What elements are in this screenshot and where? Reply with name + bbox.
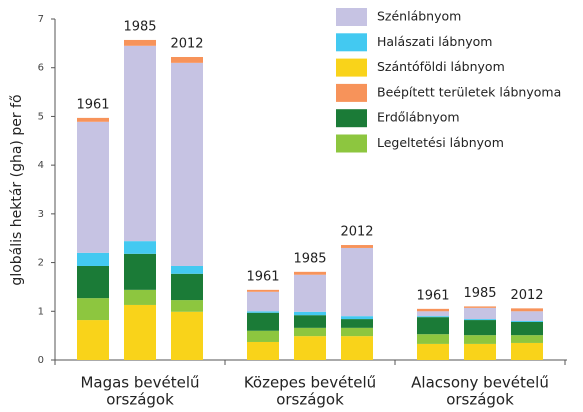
bar-label: 2012 xyxy=(340,225,373,240)
bar-segment xyxy=(124,253,156,290)
bar-segment xyxy=(341,336,373,360)
bar-label: 1985 xyxy=(123,19,156,34)
bar-segment xyxy=(171,62,203,266)
bar-segment xyxy=(294,271,326,275)
y-axis-label: globális hektár (gha) per fő xyxy=(9,94,25,285)
bar-label: 1985 xyxy=(293,251,326,266)
bar-segment xyxy=(464,343,496,360)
legend-swatch xyxy=(336,8,367,26)
bar-segment xyxy=(464,320,496,336)
bar-segment xyxy=(247,341,279,360)
bar-label: 1961 xyxy=(76,97,109,112)
legend-swatch xyxy=(336,109,367,128)
bar-segment xyxy=(511,335,543,343)
legend-swatch xyxy=(336,83,367,102)
bar-segment xyxy=(341,245,373,248)
bar-segment xyxy=(341,316,373,320)
group-label: Alacsony bevételű xyxy=(411,374,549,392)
legend-swatch xyxy=(336,33,367,52)
bar-label: 2012 xyxy=(510,288,543,303)
bar-segment xyxy=(77,320,109,360)
bar-segment xyxy=(294,336,326,360)
bar-segment xyxy=(247,289,279,292)
group-label: Magas bevételű xyxy=(80,374,199,392)
bar-segment xyxy=(341,327,373,337)
bar-segment xyxy=(417,343,449,360)
bar-label: 1961 xyxy=(246,269,279,284)
bar-segment xyxy=(77,298,109,321)
bar-segment xyxy=(341,319,373,328)
bar-segment xyxy=(171,273,203,301)
y-tick-label: 0 xyxy=(38,355,44,366)
bar-segment xyxy=(294,315,326,328)
bar-segment xyxy=(77,265,109,299)
bar-segment xyxy=(464,335,496,344)
bar-segment xyxy=(171,311,203,360)
legend-label: Legeltetési lábnyom xyxy=(377,135,504,150)
y-tick-label: 6 xyxy=(38,63,44,74)
bar-segment xyxy=(247,291,279,312)
bar-segment xyxy=(171,300,203,312)
y-tick-label: 4 xyxy=(38,160,44,171)
legend-label: Szántóföldi lábnyom xyxy=(377,59,505,74)
bar-segment xyxy=(417,316,449,318)
bar-segment xyxy=(247,312,279,331)
bar-segment xyxy=(417,311,449,317)
legend-label: Szénlábnyom xyxy=(377,9,461,24)
y-tick-label: 1 xyxy=(38,306,44,317)
bar-segment xyxy=(511,322,543,336)
bar-segment xyxy=(464,307,496,320)
legend-label: Erdőlábnyom xyxy=(377,110,460,125)
bar-segment xyxy=(417,317,449,335)
bar-segment xyxy=(464,306,496,308)
legend-swatch xyxy=(336,134,367,153)
bar-segment xyxy=(294,311,326,316)
bar-segment xyxy=(124,45,156,242)
bar-segment xyxy=(77,117,109,122)
bar-label: 2012 xyxy=(170,36,203,51)
y-tick-label: 2 xyxy=(38,258,44,269)
bar-segment xyxy=(124,39,156,46)
bar-label: 1961 xyxy=(416,288,449,303)
bar-segment xyxy=(294,274,326,312)
bar-segment xyxy=(511,321,543,323)
bar-segment xyxy=(511,342,543,360)
legend-label: Halászati lábnyom xyxy=(377,34,493,49)
bar-segment xyxy=(417,334,449,344)
bar-segment xyxy=(341,247,373,317)
bar-segment xyxy=(247,311,279,313)
bar-segment xyxy=(171,56,203,63)
group-label: országok xyxy=(446,391,514,409)
bar-segment xyxy=(77,252,109,266)
legend-label: Beépített területek lábnyoma xyxy=(377,84,561,99)
bar-segment xyxy=(124,289,156,305)
legend-swatch xyxy=(336,58,367,77)
bar-segment xyxy=(464,319,496,321)
bar-segment xyxy=(77,121,109,253)
y-tick-label: 7 xyxy=(38,14,44,25)
group-label: Közepes bevételű xyxy=(244,374,376,392)
bar-segment xyxy=(294,327,326,337)
bar-label: 1985 xyxy=(463,286,496,301)
bar-segment xyxy=(511,311,543,322)
bar-segment xyxy=(124,241,156,254)
bar-segment xyxy=(124,304,156,360)
group-label: országok xyxy=(106,391,174,409)
group-label: országok xyxy=(276,391,344,409)
y-tick-label: 5 xyxy=(38,111,44,122)
bar-segment xyxy=(171,265,203,274)
bar-segment xyxy=(417,308,449,312)
bar-segment xyxy=(247,330,279,342)
bar-segment xyxy=(511,308,543,312)
y-tick-label: 3 xyxy=(38,209,44,220)
